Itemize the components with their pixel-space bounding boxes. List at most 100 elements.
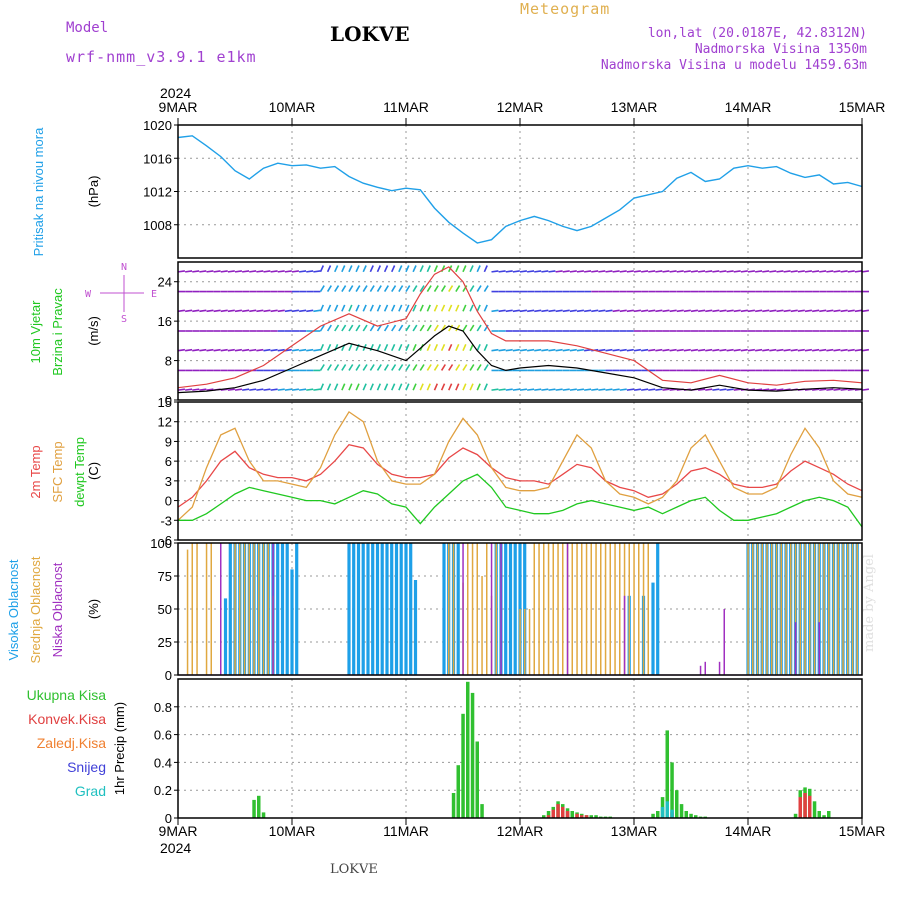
clouds-bar [813,543,816,675]
wind-barb [448,285,454,292]
wind-barb [541,309,549,313]
clouds-bar [490,543,493,675]
bottom-day-label: 13MAR [611,823,658,839]
clouds-bar [272,543,274,675]
clouds-bar [818,543,820,675]
precip-bar [261,812,266,818]
precip-bar [594,815,598,818]
wind-barb [348,265,353,273]
wind-barb [448,324,454,332]
wind-barb [234,270,243,273]
precip-bar [575,813,579,818]
temperature-panel-frame [177,401,863,541]
clouds-side-label: Srednja Oblacnost [28,556,43,663]
wind-barb [469,324,475,332]
clouds-bar [196,543,198,675]
precip-ytick-label: 0.4 [154,755,172,770]
clouds-ytick-label: 75 [158,569,172,584]
wind-ytick-label: 16 [158,314,172,329]
clouds-ytick-label: 50 [158,602,172,617]
wind-barb [655,309,663,313]
wind-barb [412,285,418,292]
wind-barb [440,383,446,391]
wind-barb [419,364,425,371]
wind-barb [455,324,461,332]
clouds-bar [228,543,232,675]
wind-barb [483,285,489,292]
wind-barb [819,348,827,352]
wind-barb [412,304,417,312]
wind-barb [483,304,488,312]
clouds-bar [547,543,550,675]
precip-bar [694,815,698,818]
clouds-bar [513,543,517,675]
wind-barb [448,364,454,371]
wind-barb [412,383,417,391]
precip-ytick-label: 0 [165,811,172,826]
clouds-bar [234,543,236,675]
wind-barb [227,270,235,273]
wind-barb [783,270,791,273]
wind-ytick-label: 0 [165,393,172,408]
wind-barb [391,343,396,352]
wind-barb [476,364,482,371]
wind-barb [376,304,382,312]
precip-bar [480,804,484,818]
wind-barb [804,309,813,313]
wind-barb [319,383,325,391]
wind-barb [819,388,827,391]
wind-barb [648,348,656,352]
wind-barb [242,388,250,391]
top-day-label: 9MAR [159,99,198,115]
clouds-bar [223,598,228,675]
wind-barb [519,348,528,352]
wind-barb [633,348,642,352]
wind-barb [776,388,784,391]
wind-barb [519,270,528,273]
wind-barb [362,364,368,371]
wind-barb [840,348,848,352]
wind-barb [683,309,691,313]
precip-legend-label: Grad [75,783,106,799]
wind-barb [334,304,339,312]
wind-barb [712,388,720,391]
precip-bar [679,804,684,818]
wind-barb [648,309,656,313]
wind-barb [177,388,186,391]
wind-barb [483,324,489,332]
top-day-label: 14MAR [725,99,772,115]
wind-barb [562,270,570,273]
precip-bar [827,811,831,818]
wind-barb [861,309,870,313]
wind-barb [213,309,221,313]
wind-barb [847,270,855,273]
wind-barb [256,348,264,352]
clouds-bar [752,543,754,675]
clouds-bar [851,543,854,675]
wind-barb [369,383,374,391]
wind-barb [619,309,627,313]
clouds-side-label: Niska Oblacnost [50,562,65,657]
wind-barb [698,348,706,352]
wind-barb [199,309,207,313]
wind-barb [483,383,488,391]
temperature-panel-bg [178,402,862,540]
wind-barb [662,309,670,313]
wind-barb [833,388,841,391]
precip-bar [812,801,817,818]
wind-barb [541,388,549,391]
clouds-bar [504,543,508,675]
wind-barb [598,270,606,273]
wind-barb [819,309,827,313]
precip-bar [817,811,821,818]
wind-barb [619,388,627,391]
precip-bar [466,681,470,818]
clouds-bar [699,665,702,675]
wind-barb [854,270,862,273]
wind-barb [562,388,570,391]
clouds-bar [756,543,759,675]
wind-barb [383,343,389,352]
clouds-bar [280,543,285,675]
wind-barb [519,309,528,313]
wind-barb [405,324,411,332]
